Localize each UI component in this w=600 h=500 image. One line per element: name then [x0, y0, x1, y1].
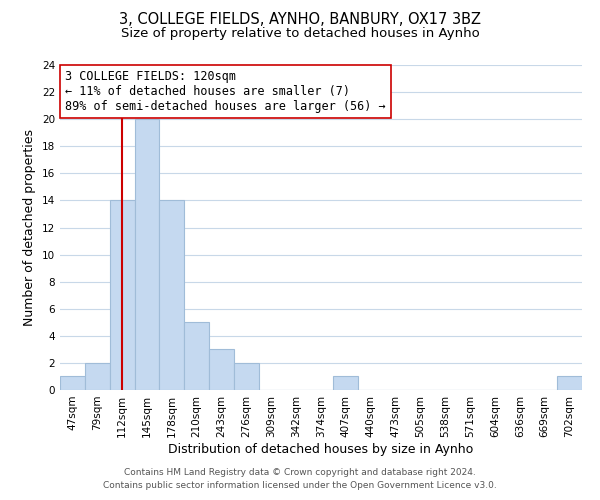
Text: Size of property relative to detached houses in Aynho: Size of property relative to detached ho… [121, 28, 479, 40]
Y-axis label: Number of detached properties: Number of detached properties [23, 129, 37, 326]
Text: Contains HM Land Registry data © Crown copyright and database right 2024.
Contai: Contains HM Land Registry data © Crown c… [103, 468, 497, 490]
Text: 3 COLLEGE FIELDS: 120sqm
← 11% of detached houses are smaller (7)
89% of semi-de: 3 COLLEGE FIELDS: 120sqm ← 11% of detach… [65, 70, 386, 113]
Bar [184, 322, 209, 390]
Bar [60, 376, 85, 390]
X-axis label: Distribution of detached houses by size in Aynho: Distribution of detached houses by size … [169, 442, 473, 456]
Bar [85, 363, 110, 390]
Bar [234, 363, 259, 390]
Bar [134, 119, 160, 390]
Bar [557, 376, 582, 390]
Text: 3, COLLEGE FIELDS, AYNHO, BANBURY, OX17 3BZ: 3, COLLEGE FIELDS, AYNHO, BANBURY, OX17 … [119, 12, 481, 28]
Bar [209, 350, 234, 390]
Bar [334, 376, 358, 390]
Bar [160, 200, 184, 390]
Bar [110, 200, 134, 390]
